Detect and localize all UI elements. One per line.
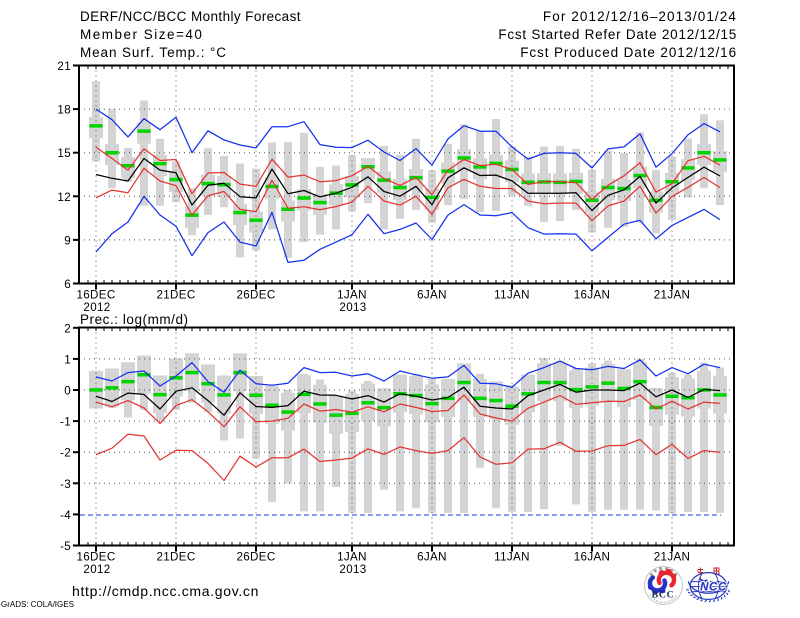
svg-text:26DEC: 26DEC (236, 289, 275, 302)
svg-text:1JAN: 1JAN (337, 289, 367, 302)
svg-text:16DEC: 16DEC (76, 551, 115, 564)
svg-text:2: 2 (64, 322, 71, 335)
svg-text:12: 12 (57, 191, 71, 204)
svg-text:NCC: NCC (700, 582, 727, 594)
svg-text:-5: -5 (60, 540, 71, 553)
svg-text:-3: -3 (60, 478, 71, 491)
svg-text:26DEC: 26DEC (236, 551, 275, 564)
svg-text:-4: -4 (60, 509, 71, 522)
svg-text:15: 15 (57, 147, 71, 160)
svg-text:9: 9 (64, 234, 71, 247)
svg-text:16JAN: 16JAN (574, 551, 611, 564)
svg-text:21DEC: 21DEC (156, 289, 195, 302)
svg-text:18: 18 (57, 104, 71, 117)
svg-text:2013: 2013 (339, 563, 366, 576)
svg-text:16JAN: 16JAN (574, 289, 611, 302)
svg-text:21DEC: 21DEC (156, 551, 195, 564)
svg-text:21JAN: 21JAN (654, 289, 691, 302)
svg-text:2012: 2012 (83, 301, 110, 314)
svg-text:6JAN: 6JAN (417, 289, 447, 302)
svg-text:16DEC: 16DEC (76, 289, 115, 302)
svg-text:21: 21 (57, 60, 71, 73)
svg-text:6JAN: 6JAN (417, 551, 447, 564)
svg-text:NCC: NCC (700, 582, 727, 594)
svg-text:11JAN: 11JAN (494, 289, 530, 302)
svg-text:0: 0 (64, 385, 71, 398)
svg-text:2012: 2012 (83, 563, 110, 576)
svg-text:1JAN: 1JAN (337, 551, 367, 564)
svg-text:11JAN: 11JAN (494, 551, 530, 564)
svg-text:21JAN: 21JAN (654, 551, 691, 564)
svg-text:-1: -1 (60, 416, 71, 429)
svg-text:2013: 2013 (339, 301, 366, 314)
svg-text:1: 1 (64, 353, 71, 366)
svg-text:BCC: BCC (652, 590, 675, 601)
svg-text:-2: -2 (60, 447, 71, 460)
svg-text:6: 6 (64, 278, 71, 291)
